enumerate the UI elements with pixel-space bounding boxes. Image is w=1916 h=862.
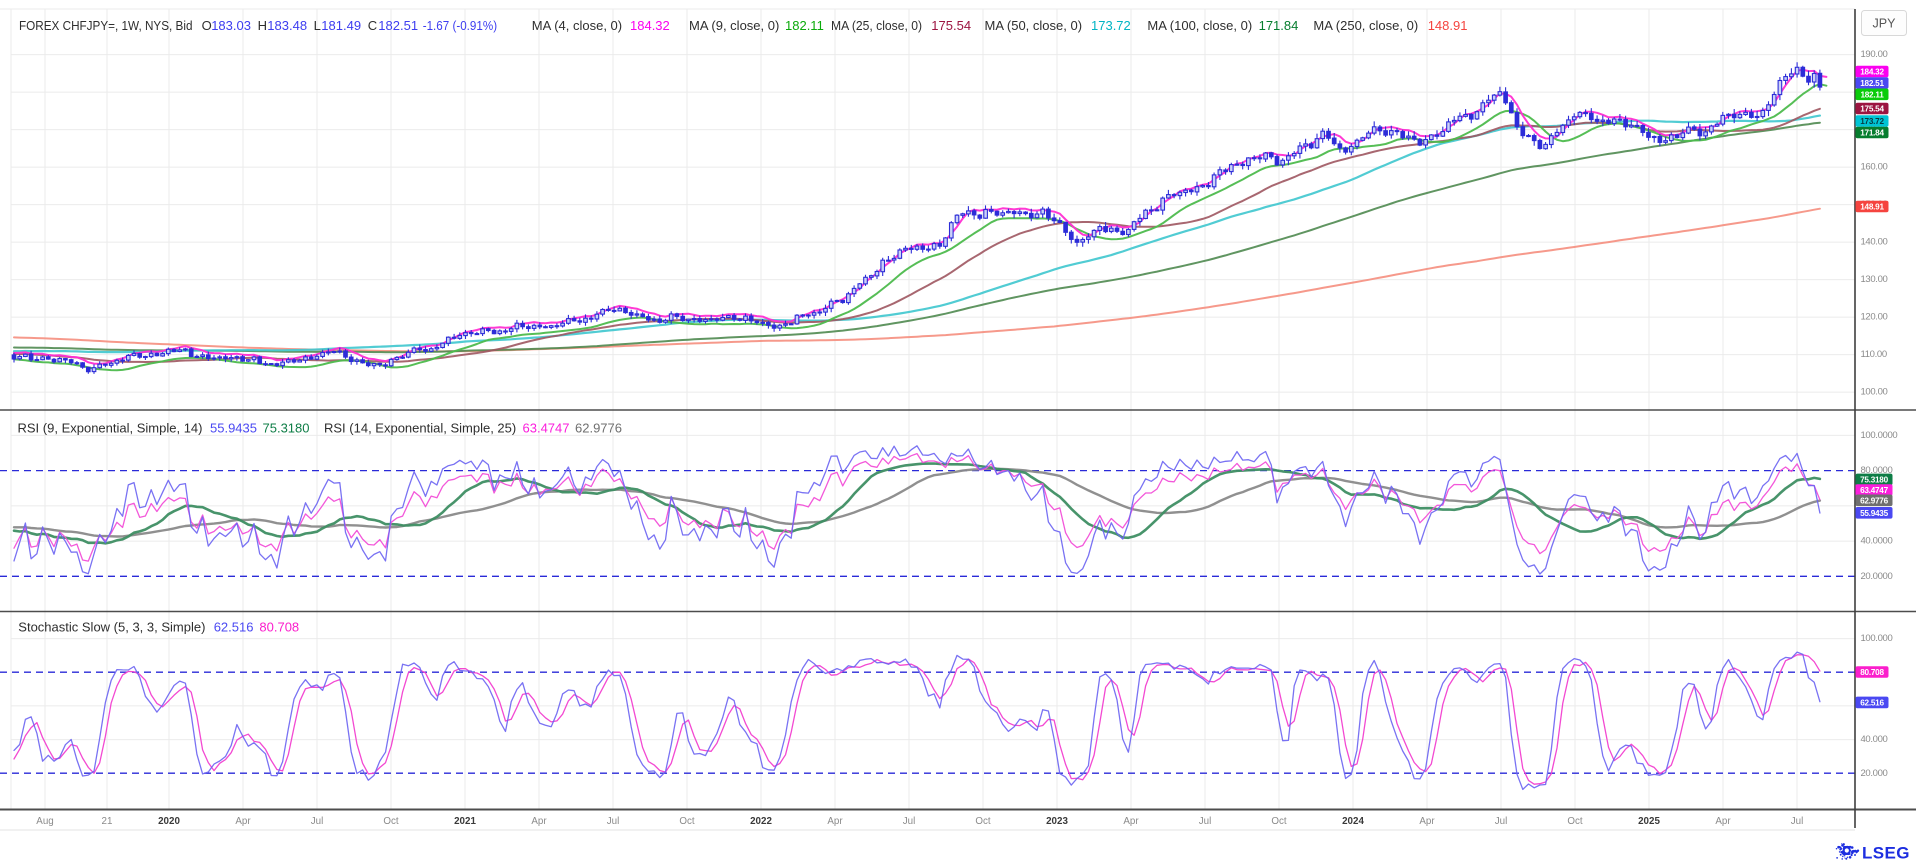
svg-text:RSI (14, Exponential, Simple,: RSI (14, Exponential, Simple, 25) [324, 421, 516, 436]
svg-text:2023: 2023 [1046, 816, 1068, 827]
svg-text:MA (50, close, 0): MA (50, close, 0) [985, 18, 1083, 33]
svg-text:171.84: 171.84 [1860, 129, 1884, 138]
svg-text:L: L [314, 18, 321, 33]
svg-text:2020: 2020 [158, 816, 180, 827]
svg-text:Oct: Oct [1567, 816, 1583, 827]
svg-text:62.516: 62.516 [214, 619, 254, 634]
svg-text:100.0000: 100.0000 [1861, 430, 1898, 441]
svg-text:Apr: Apr [827, 816, 843, 827]
svg-text:160.00: 160.00 [1861, 162, 1888, 173]
svg-text:LSEG: LSEG [1862, 844, 1910, 862]
svg-text:JPY: JPY [1873, 17, 1897, 31]
svg-text:MA (250, close, 0): MA (250, close, 0) [1313, 18, 1418, 33]
svg-text:Apr: Apr [1123, 816, 1139, 827]
svg-text:20.0000: 20.0000 [1861, 571, 1893, 582]
svg-text:175.54: 175.54 [931, 18, 971, 33]
svg-text:148.91: 148.91 [1860, 203, 1884, 212]
svg-text:80.708: 80.708 [259, 619, 299, 634]
svg-text:80.0000: 80.0000 [1861, 465, 1893, 476]
svg-text:190.00: 190.00 [1861, 49, 1888, 60]
svg-text:110.00: 110.00 [1861, 349, 1887, 360]
svg-text:2022: 2022 [750, 816, 772, 827]
svg-text:62.9776: 62.9776 [575, 421, 622, 436]
svg-text:173.72: 173.72 [1091, 18, 1131, 33]
svg-text:75.3180: 75.3180 [263, 421, 310, 436]
svg-text:Jul: Jul [903, 816, 916, 827]
svg-text:130.00: 130.00 [1861, 274, 1888, 285]
svg-text:100.00: 100.00 [1861, 387, 1888, 398]
svg-text:MA (100, close, 0): MA (100, close, 0) [1147, 18, 1252, 33]
svg-text:183.48: 183.48 [267, 18, 307, 33]
svg-text:100.000: 100.000 [1861, 633, 1893, 644]
svg-text:Apr: Apr [1715, 816, 1731, 827]
svg-text:182.11: 182.11 [1860, 91, 1884, 100]
svg-text:183.03: 183.03 [211, 18, 251, 33]
svg-text:Jul: Jul [1495, 816, 1508, 827]
svg-text:63.4747: 63.4747 [523, 421, 570, 436]
svg-text:63.4747: 63.4747 [1860, 486, 1889, 495]
svg-text:181.49: 181.49 [321, 18, 361, 33]
svg-text:Oct: Oct [383, 816, 399, 827]
svg-text:C: C [368, 18, 377, 33]
svg-text:182.11: 182.11 [785, 18, 824, 33]
svg-text:Jul: Jul [1199, 816, 1212, 827]
svg-text:2021: 2021 [454, 816, 476, 827]
svg-text:RSI (9, Exponential, Simple, 1: RSI (9, Exponential, Simple, 14) [18, 421, 203, 436]
svg-text:O: O [202, 18, 212, 33]
svg-text:Apr: Apr [235, 816, 251, 827]
svg-text:184.32: 184.32 [1860, 68, 1884, 77]
svg-text:Aug: Aug [36, 816, 53, 827]
svg-text:H: H [258, 18, 267, 33]
svg-text:182.51: 182.51 [378, 18, 418, 33]
svg-text:MA (9, close, 0): MA (9, close, 0) [689, 18, 779, 33]
svg-text:55.9435: 55.9435 [1860, 509, 1889, 518]
svg-text:120.00: 120.00 [1861, 312, 1888, 323]
svg-text:Jul: Jul [311, 816, 324, 827]
svg-text:Jul: Jul [1791, 816, 1804, 827]
svg-text:184.32: 184.32 [630, 18, 670, 33]
svg-text:40.0000: 40.0000 [1861, 536, 1893, 547]
svg-text:55.9435: 55.9435 [210, 421, 257, 436]
svg-text:2025: 2025 [1638, 816, 1660, 827]
svg-text:140.00: 140.00 [1861, 237, 1888, 248]
svg-text:MA (25, close, 0): MA (25, close, 0) [831, 18, 922, 33]
svg-text:Oct: Oct [679, 816, 695, 827]
svg-text:-1.67 (-0.91%): -1.67 (-0.91%) [423, 18, 497, 33]
svg-text:Apr: Apr [1419, 816, 1435, 827]
svg-text:173.72: 173.72 [1860, 117, 1884, 126]
svg-text:21: 21 [102, 816, 113, 827]
svg-text:62.9776: 62.9776 [1860, 497, 1889, 506]
svg-text:Apr: Apr [531, 816, 547, 827]
svg-text:148.91: 148.91 [1428, 18, 1468, 33]
svg-text:40.000: 40.000 [1861, 734, 1888, 745]
svg-text:Stochastic Slow (5, 3, 3, Simp: Stochastic Slow (5, 3, 3, Simple) [18, 619, 205, 634]
svg-text:Oct: Oct [1271, 816, 1287, 827]
svg-text:80.708: 80.708 [1860, 668, 1884, 677]
svg-text:2024: 2024 [1342, 816, 1364, 827]
svg-text:FOREX CHFJPY=, 1W, NYS, Bid: FOREX CHFJPY=, 1W, NYS, Bid [19, 18, 193, 33]
svg-text:20.000: 20.000 [1861, 768, 1888, 779]
svg-text:MA (4, close, 0): MA (4, close, 0) [532, 18, 622, 33]
svg-text:171.84: 171.84 [1259, 18, 1299, 33]
svg-text:62.516: 62.516 [1860, 699, 1884, 708]
svg-text:Oct: Oct [975, 816, 991, 827]
svg-text:175.54: 175.54 [1860, 105, 1884, 114]
svg-text:75.3180: 75.3180 [1860, 476, 1889, 485]
svg-text:Jul: Jul [607, 816, 620, 827]
svg-text:182.51: 182.51 [1860, 79, 1884, 88]
